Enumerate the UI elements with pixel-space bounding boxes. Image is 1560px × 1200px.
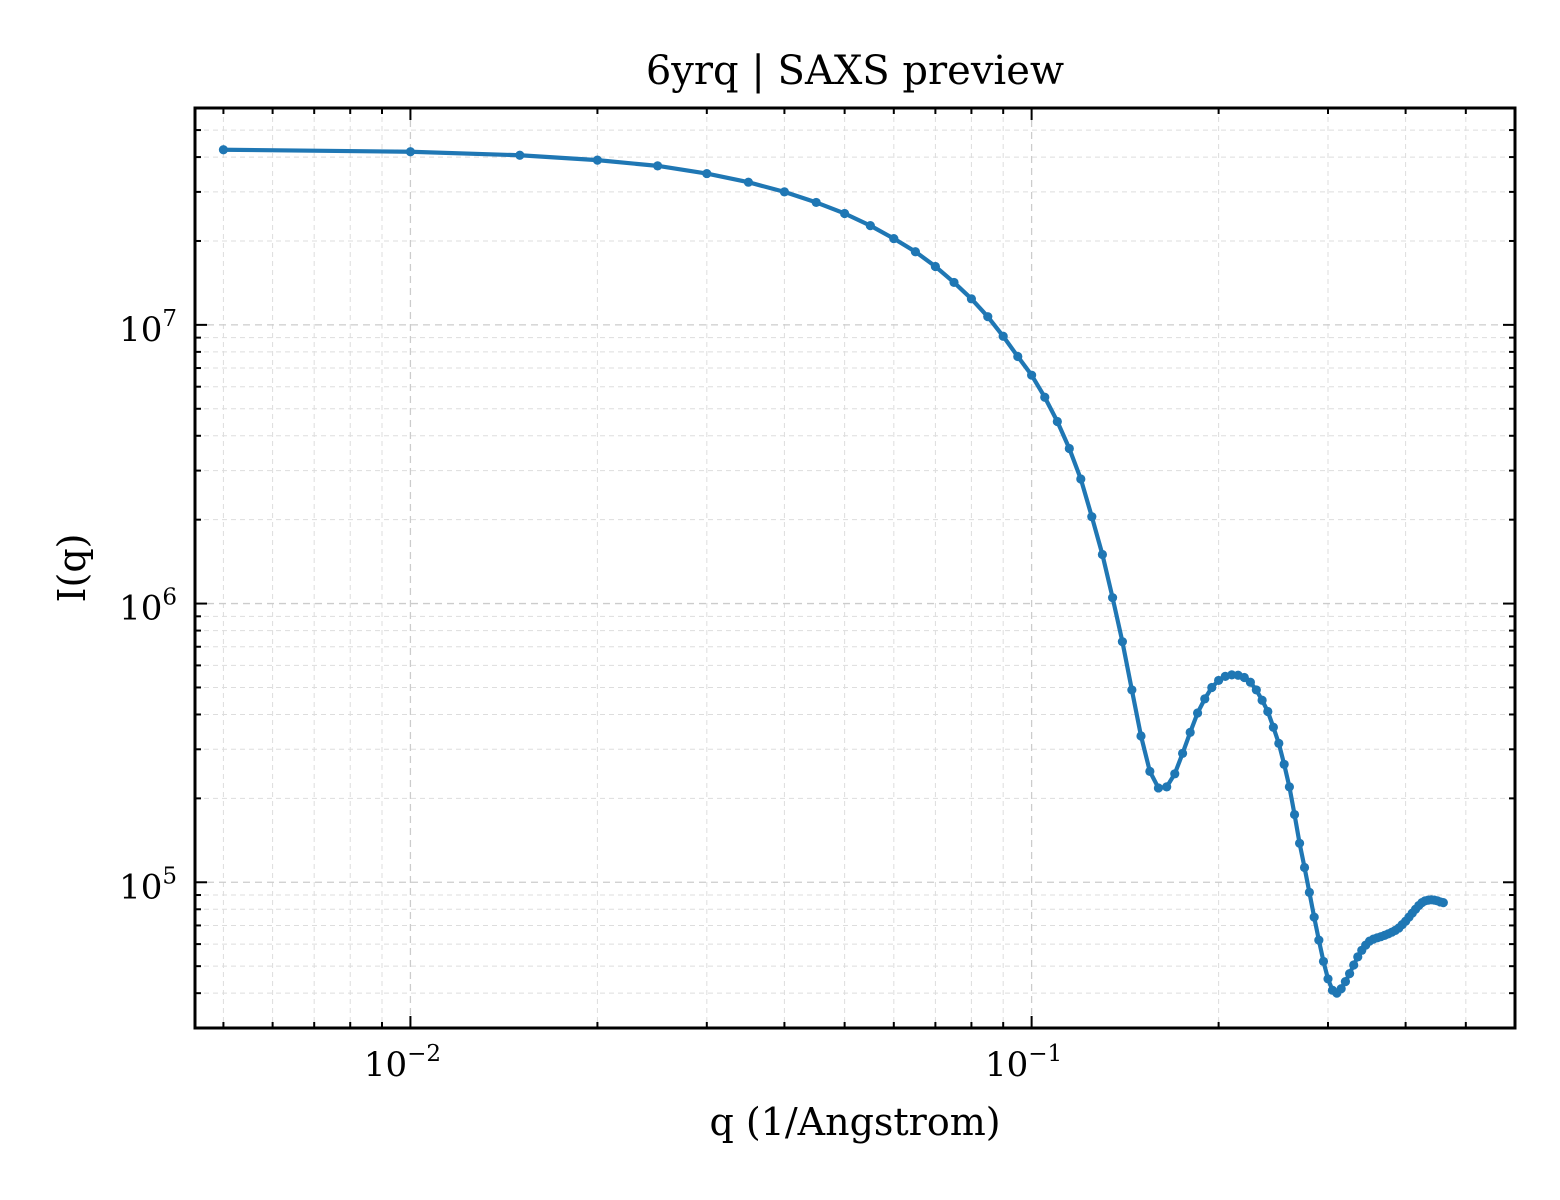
data-point xyxy=(1117,637,1127,647)
grid xyxy=(195,107,1515,1029)
data-point xyxy=(1323,974,1333,984)
data-point xyxy=(1340,977,1351,987)
data-point xyxy=(1087,512,1097,522)
plot-frame xyxy=(193,106,1517,1030)
data-point xyxy=(811,197,821,208)
data-point xyxy=(865,221,875,231)
x-tick-label: 10−1 xyxy=(985,1041,1062,1085)
data-point xyxy=(779,187,790,197)
data-point xyxy=(1214,675,1224,686)
data-point xyxy=(983,312,993,322)
data-point xyxy=(1263,706,1273,717)
data-point xyxy=(1097,549,1107,560)
data-point xyxy=(1076,474,1086,484)
data-point xyxy=(1314,935,1324,945)
data-point xyxy=(889,233,899,244)
data-point xyxy=(1257,695,1267,705)
data-point xyxy=(1268,722,1278,732)
plot-series xyxy=(218,145,1448,998)
x-axis-label: q (1/Angstrom) xyxy=(709,1100,1000,1144)
data-point xyxy=(1304,887,1314,897)
data-point xyxy=(1279,759,1289,769)
data-point xyxy=(1336,984,1346,994)
axis-ticks: 10−2 10−1 105 106 107 xyxy=(119,107,1515,1085)
data-point xyxy=(840,208,850,219)
data-point xyxy=(1064,443,1074,454)
data-point xyxy=(1294,838,1305,848)
x-tick-label: 10−2 xyxy=(364,1041,441,1085)
data-point xyxy=(930,261,940,272)
data-point xyxy=(1207,682,1217,693)
data-point xyxy=(702,168,712,179)
data-point xyxy=(998,331,1008,341)
data-point xyxy=(966,294,977,304)
data-point xyxy=(910,247,920,257)
data-point xyxy=(1145,766,1155,776)
data-point xyxy=(949,277,959,288)
data-point xyxy=(515,150,525,160)
data-point xyxy=(1185,727,1195,737)
y-tick-label: 107 xyxy=(119,306,177,350)
data-point xyxy=(1299,862,1310,873)
data-point xyxy=(1013,351,1023,362)
data-point xyxy=(1349,960,1359,970)
data-point xyxy=(1040,392,1050,402)
data-point xyxy=(1200,694,1210,704)
data-point xyxy=(1153,783,1164,793)
data-point xyxy=(592,155,603,165)
series-line xyxy=(223,147,1444,996)
data-point xyxy=(1027,370,1037,380)
data-point xyxy=(1289,809,1300,820)
data-point xyxy=(1344,969,1355,979)
data-point xyxy=(1052,416,1062,427)
data-point xyxy=(1107,593,1118,603)
data-point xyxy=(1192,708,1203,718)
data-point xyxy=(1318,956,1329,967)
data-point xyxy=(218,145,229,155)
data-point xyxy=(1438,898,1448,908)
data-point xyxy=(1309,912,1319,922)
data-point xyxy=(1177,748,1188,759)
y-tick-label: 106 xyxy=(119,585,177,629)
data-point xyxy=(1127,685,1137,695)
data-point xyxy=(653,161,663,171)
data-point xyxy=(1274,738,1284,748)
data-point xyxy=(1251,685,1261,695)
data-point xyxy=(1162,782,1172,792)
data-point xyxy=(405,147,416,157)
data-point xyxy=(743,177,753,187)
y-axis-label: I(q) xyxy=(50,534,94,603)
y-tick-label: 105 xyxy=(119,863,177,907)
data-point xyxy=(1284,782,1294,792)
data-point xyxy=(1170,769,1180,779)
chart-title: 6yrq | SAXS preview xyxy=(646,48,1064,94)
data-point xyxy=(1245,677,1255,687)
data-point xyxy=(1136,731,1146,741)
